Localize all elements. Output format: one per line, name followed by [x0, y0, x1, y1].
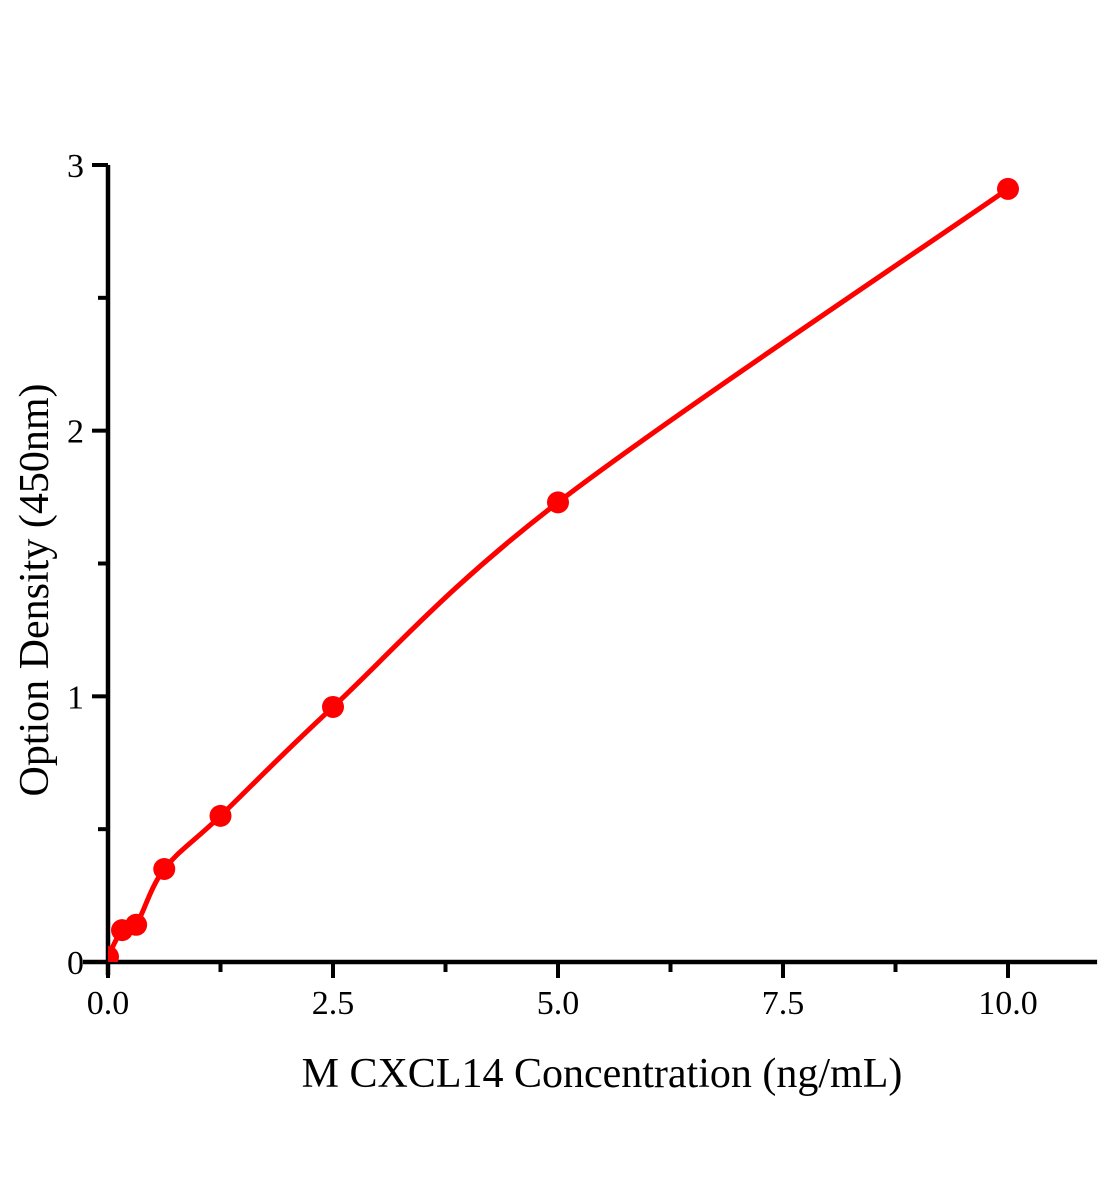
- x-tick-label: 7.5: [762, 985, 805, 1022]
- y-tick-label: 2: [67, 414, 84, 451]
- data-point: [209, 804, 232, 827]
- data-point: [108, 945, 119, 962]
- axis-tick-labels: 0.0 2.5 5.0 7.5 10.0 0 1 2 3: [67, 148, 1038, 1022]
- x-axis-title: M CXCL14 Concentration (ng/mL): [302, 1051, 903, 1097]
- x-tick-label: 5.0: [537, 985, 580, 1022]
- data-point: [322, 695, 344, 718]
- x-tick-label: 0.0: [87, 985, 130, 1022]
- y-tick-label: 0: [67, 945, 84, 982]
- data-point: [547, 491, 569, 514]
- x-tick-label: 2.5: [312, 985, 355, 1022]
- data-point: [125, 913, 148, 936]
- axis-ticks: [92, 162, 1010, 978]
- y-tick-label: 3: [67, 148, 84, 185]
- y-tick-label: 1: [67, 679, 84, 716]
- y-axis-title: Option Density (450nm): [12, 384, 58, 797]
- x-tick-label: 10.0: [978, 985, 1038, 1022]
- data-point: [997, 177, 1019, 200]
- data-point: [153, 858, 176, 881]
- data-series-layer: [108, 177, 1019, 962]
- standard-curve-line: [108, 186, 1011, 960]
- axes: [83, 164, 1098, 976]
